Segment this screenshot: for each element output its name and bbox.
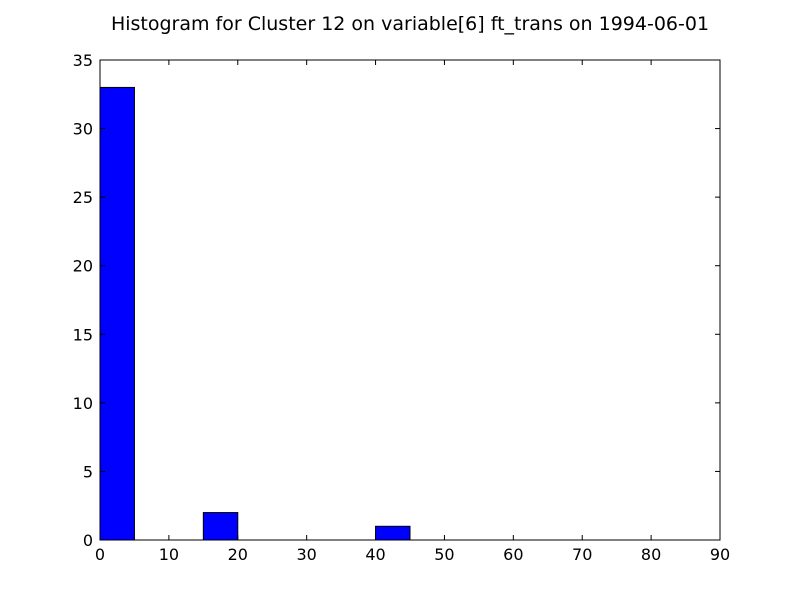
x-tick-label-3: 30 bbox=[296, 545, 316, 564]
x-tick-label-8: 80 bbox=[641, 545, 661, 564]
x-tick-label-4: 40 bbox=[365, 545, 385, 564]
y-tick-label-2: 10 bbox=[73, 394, 93, 413]
y-tick-label-1: 5 bbox=[83, 462, 93, 481]
x-tick-label-5: 50 bbox=[434, 545, 454, 564]
y-tick-label-4: 20 bbox=[73, 257, 93, 276]
x-tick-label-1: 10 bbox=[159, 545, 179, 564]
x-tick-label-2: 20 bbox=[228, 545, 248, 564]
x-tick-label-9: 90 bbox=[710, 545, 730, 564]
bars-layer bbox=[99, 86, 411, 541]
x-tick-label-6: 60 bbox=[503, 545, 523, 564]
chart-title: Histogram for Cluster 12 on variable[6] … bbox=[111, 13, 709, 35]
y-tick-label-0: 0 bbox=[83, 531, 93, 550]
plot-frame bbox=[99, 59, 721, 541]
y-tick-label-6: 30 bbox=[73, 120, 93, 139]
x-tick-label-7: 70 bbox=[572, 545, 592, 564]
ticks-layer bbox=[99, 59, 721, 541]
x-tick-labels: 0 10 20 30 40 50 60 70 80 90 bbox=[95, 545, 730, 564]
histogram-bar-0 bbox=[99, 86, 135, 541]
y-tick-label-3: 15 bbox=[73, 325, 93, 344]
y-tick-label-7: 35 bbox=[73, 51, 93, 70]
y-tick-label-5: 25 bbox=[73, 188, 93, 207]
x-tick-label-0: 0 bbox=[95, 545, 105, 564]
y-tick-labels: 0 5 10 15 20 25 30 35 bbox=[73, 51, 93, 550]
histogram-bar-2 bbox=[375, 525, 411, 541]
histogram-bar-1 bbox=[202, 512, 239, 541]
